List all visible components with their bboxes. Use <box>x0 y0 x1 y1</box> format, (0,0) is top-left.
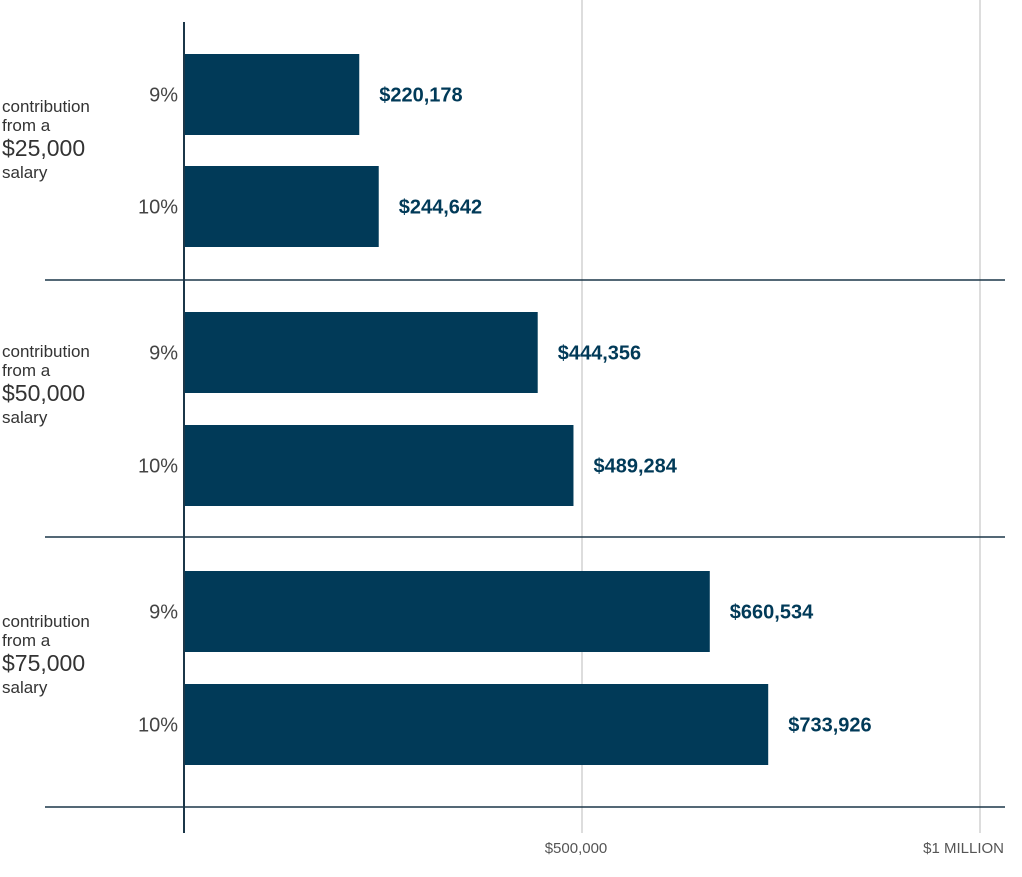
bar-labels: 9% $220,178 10% $244,642 9% $444,356 10% $489,2… <box>138 85 872 737</box>
category-label: 10% <box>138 197 178 219</box>
bar <box>184 425 574 506</box>
group-label-25000: contribution from a $25,000 salary <box>2 97 90 182</box>
x-tick-labels: $500,000 $1 MILLION <box>545 840 1004 857</box>
group-label-50000: contribution from a $50,000 salary <box>2 342 90 427</box>
value-label: $220,178 <box>379 85 462 107</box>
bar <box>184 166 379 247</box>
value-label: $733,926 <box>788 715 871 737</box>
group-label-bottom: salary <box>2 162 48 182</box>
bar <box>184 312 538 393</box>
group-label-top: contribution <box>2 97 90 116</box>
group-label-mid: from a <box>2 115 51 135</box>
category-label: 9% <box>149 602 178 624</box>
x-tick-label: $500,000 <box>545 840 608 857</box>
bar <box>184 54 360 135</box>
category-label: 10% <box>138 456 178 478</box>
group-label-top: contribution <box>2 342 90 361</box>
x-tick-label: $1 MILLION <box>923 840 1004 857</box>
value-label: $244,642 <box>399 197 482 219</box>
group-label-amount: $50,000 <box>2 380 86 407</box>
group-separators <box>45 279 1005 808</box>
group-label-mid: from a <box>2 360 51 380</box>
group-label-amount: $25,000 <box>2 135 86 162</box>
value-label: $660,534 <box>730 602 814 624</box>
bar <box>184 684 769 765</box>
category-label: 9% <box>149 343 178 365</box>
category-label: 10% <box>138 715 178 737</box>
group-label-amount: $75,000 <box>2 650 86 677</box>
value-label: $444,356 <box>558 343 641 365</box>
category-label: 9% <box>149 85 178 107</box>
group-label-bottom: salary <box>2 407 48 427</box>
group-label-mid: from a <box>2 630 51 650</box>
bars <box>184 54 769 765</box>
group-label-bottom: salary <box>2 677 48 697</box>
value-label: $489,284 <box>593 456 677 478</box>
bar <box>184 571 710 652</box>
group-label-75000: contribution from a $75,000 salary <box>2 612 90 697</box>
group-label-top: contribution <box>2 612 90 631</box>
